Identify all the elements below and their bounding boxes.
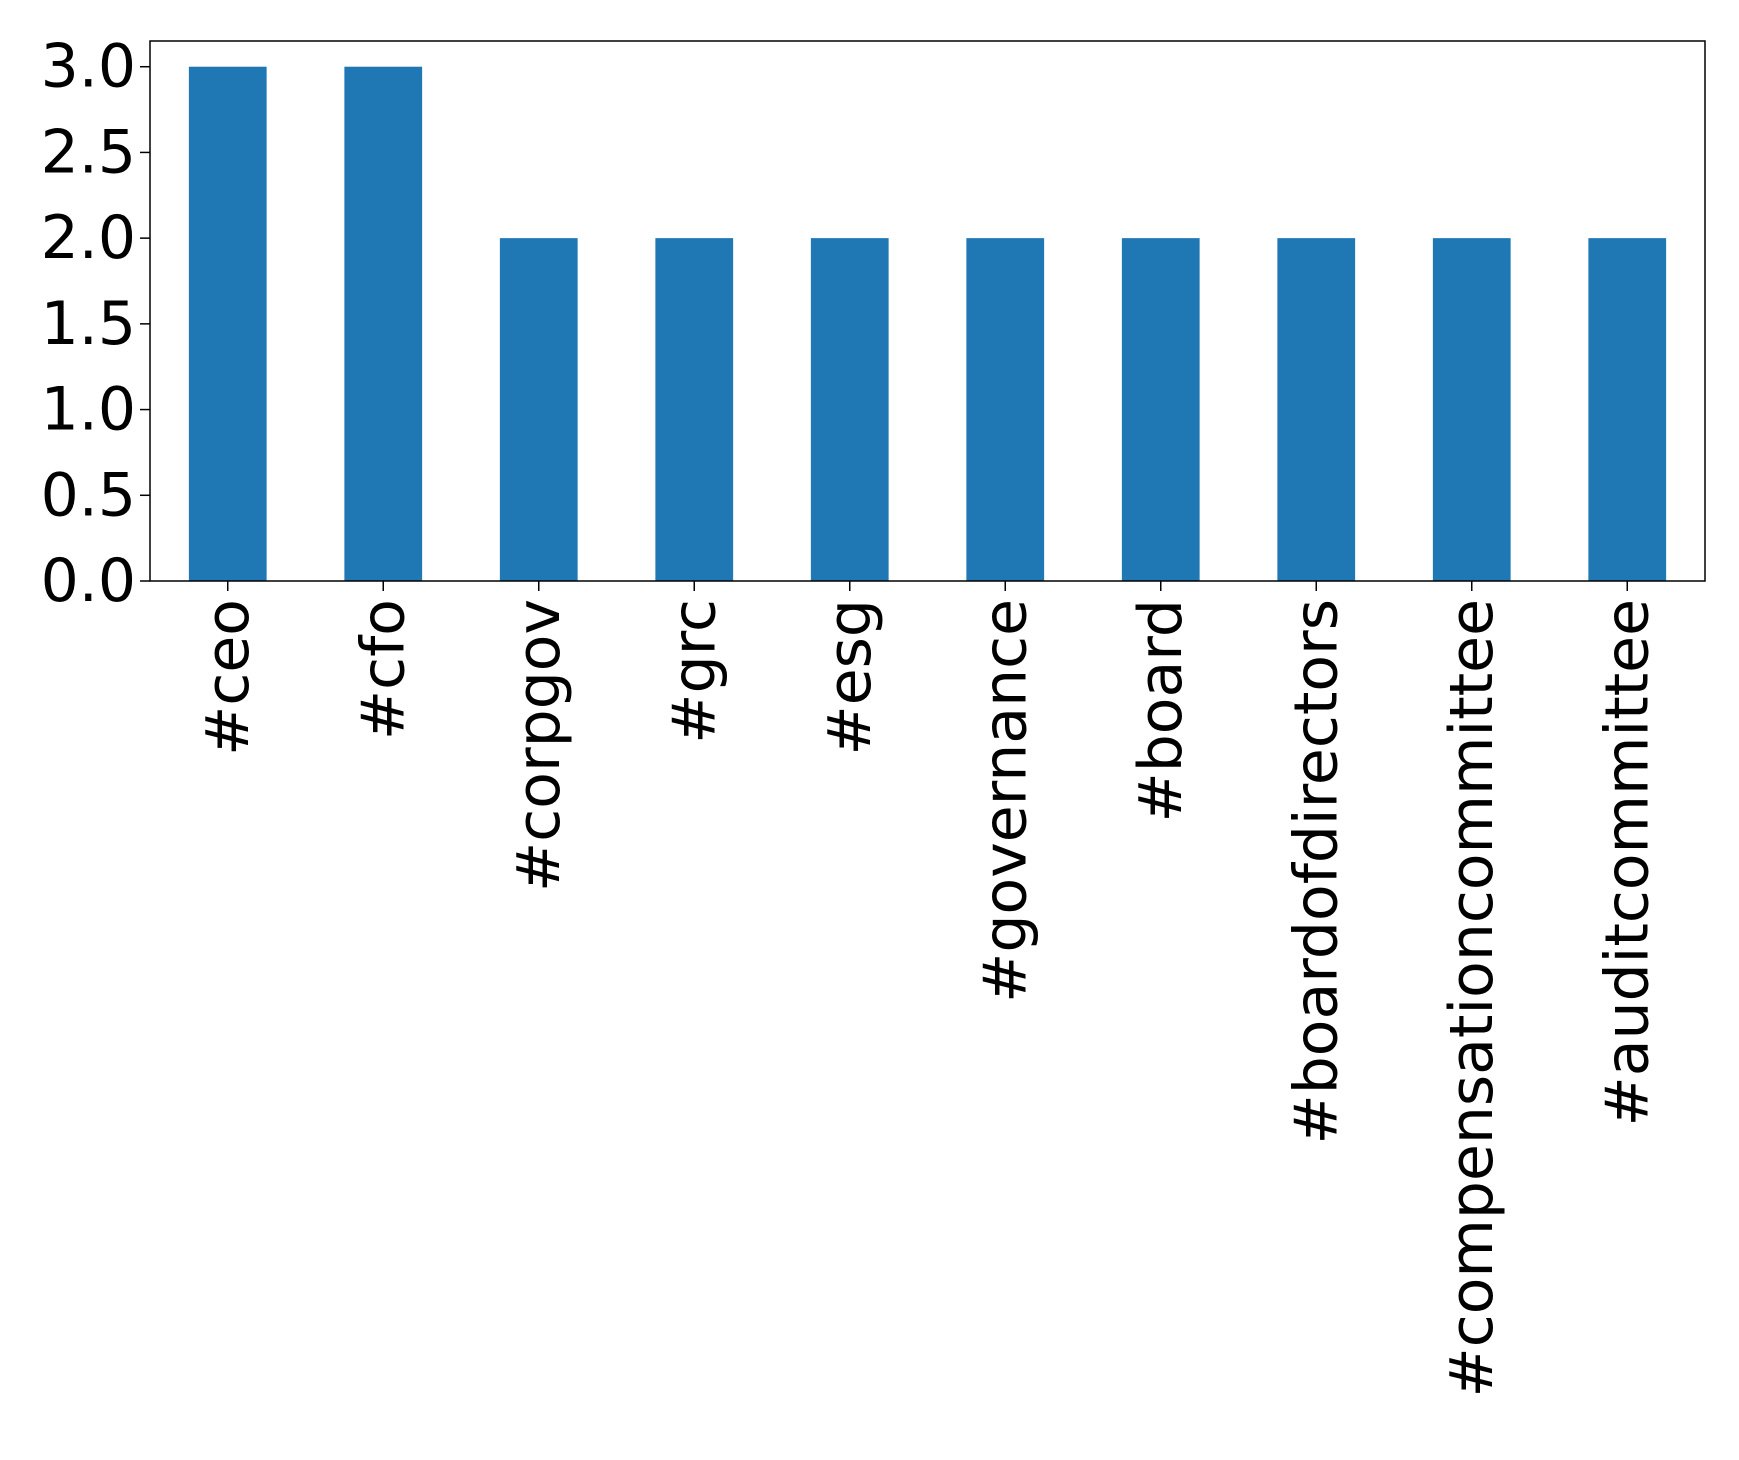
- bar: [1588, 238, 1667, 581]
- bars: [188, 66, 1667, 581]
- bar: [655, 238, 734, 581]
- x-tick-label: #compensationcommittee: [1437, 599, 1507, 1398]
- x-tick-label: #corpgov: [504, 599, 574, 892]
- y-axis: 0.0 0.5 1.0 1.5 2.0 2.5 3.0: [41, 32, 150, 616]
- x-tick-label: #boardofdirectors: [1281, 599, 1351, 1145]
- x-tick-label: #cfo: [348, 599, 418, 740]
- bar: [1277, 238, 1356, 581]
- plot-frame: [149, 40, 1706, 582]
- x-tick-label: #board: [1126, 599, 1196, 823]
- y-tick-label: 3.0: [41, 32, 136, 102]
- x-tick-label: #grc: [659, 599, 729, 744]
- x-tick-label: #governance: [970, 599, 1040, 1003]
- y-tick-label: 0.5: [41, 460, 136, 530]
- x-tick-label: #ceo: [193, 599, 263, 756]
- bar: [499, 238, 578, 581]
- y-tick-label: 1.5: [41, 289, 136, 359]
- x-axis: #ceo #cfo #corpgov #grc #esg #governance #boar…: [193, 581, 1662, 1398]
- bar: [1432, 238, 1511, 581]
- bar: [810, 238, 889, 581]
- bar: [1121, 238, 1200, 581]
- bar: [188, 66, 267, 581]
- y-tick-label: 1.0: [41, 375, 136, 445]
- x-tick-label: #esg: [815, 599, 885, 756]
- y-tick-label: 0.0: [41, 546, 136, 616]
- bar: [966, 238, 1045, 581]
- y-tick-label: 2.0: [41, 203, 136, 273]
- y-tick-label: 2.5: [41, 117, 136, 187]
- x-tick-label: #auditcommittee: [1592, 599, 1662, 1127]
- bar: [344, 66, 423, 581]
